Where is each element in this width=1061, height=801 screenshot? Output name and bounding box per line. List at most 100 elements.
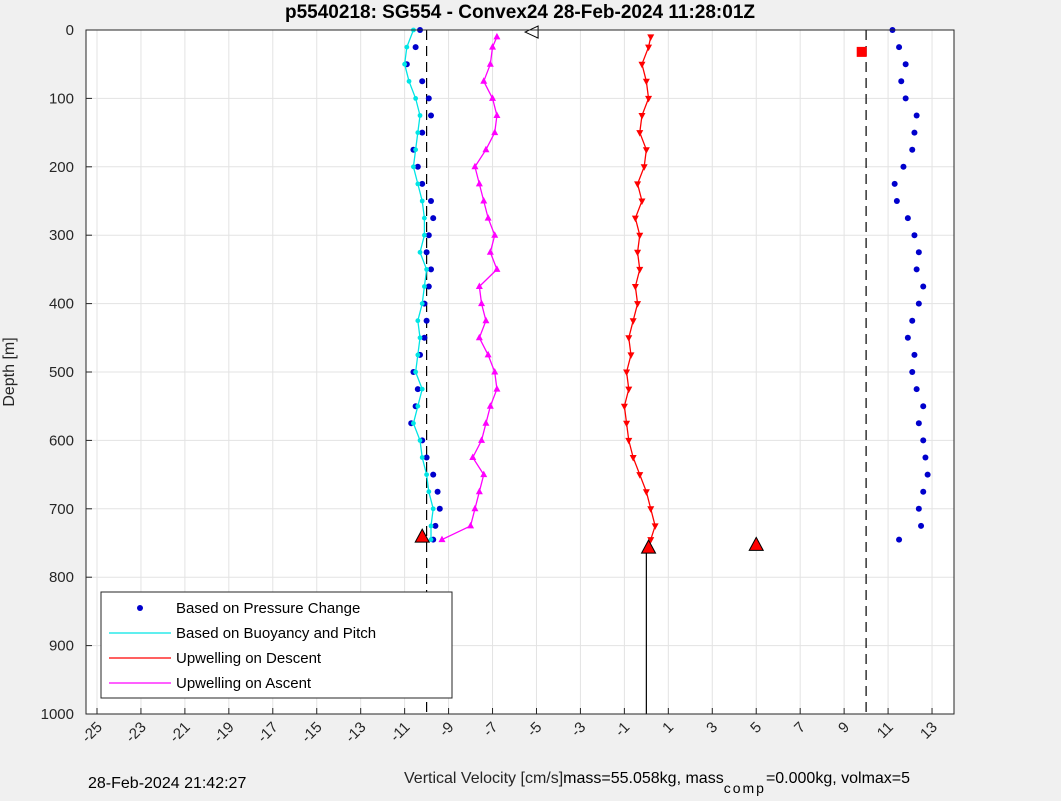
series-point — [412, 44, 419, 51]
series-point — [404, 44, 410, 50]
series-point — [493, 265, 501, 272]
series-point — [419, 129, 426, 136]
series-point — [428, 523, 434, 529]
series-point — [645, 44, 653, 52]
legend-entry: Based on Pressure Change — [176, 600, 360, 617]
series-point — [493, 111, 501, 118]
legend: Based on Pressure Change Based on Buoyanc… — [100, 591, 453, 699]
series-point — [911, 351, 918, 358]
series-point — [486, 60, 494, 67]
series-point — [482, 145, 490, 153]
y-tick-label: 700 — [49, 501, 74, 518]
series-point — [493, 32, 501, 40]
series-point — [425, 283, 432, 290]
series-point — [896, 536, 903, 543]
series-point — [629, 318, 637, 325]
series-point — [642, 489, 650, 496]
series-point — [896, 44, 903, 51]
series-point — [909, 369, 916, 375]
series-point — [625, 437, 633, 445]
series-point — [436, 505, 443, 512]
series-point — [491, 128, 499, 136]
series-point — [904, 334, 911, 341]
series-point — [651, 523, 659, 530]
series-point — [631, 284, 639, 291]
series-point — [482, 316, 490, 324]
series-point — [915, 249, 922, 256]
legend-entry: Upwelling on Ascent — [176, 675, 312, 692]
series-point — [634, 301, 642, 308]
series-point — [430, 215, 437, 222]
x-tick-label: -21 — [166, 719, 193, 746]
series-point — [475, 333, 483, 341]
series-point — [920, 437, 927, 444]
series-point — [647, 537, 655, 544]
series-point — [484, 350, 492, 358]
series-point — [480, 77, 488, 84]
y-tick-label: 300 — [49, 227, 74, 244]
series-point — [915, 420, 922, 427]
x-tick-label: 13 — [917, 719, 941, 743]
series-point — [414, 386, 421, 393]
series-point — [402, 61, 408, 67]
series-point — [911, 129, 918, 136]
series-point — [647, 34, 655, 41]
grid — [86, 29, 954, 715]
series-point — [631, 215, 639, 223]
series-point — [909, 146, 916, 153]
series-point — [629, 455, 637, 462]
series-point — [636, 232, 644, 240]
series-point — [417, 438, 423, 443]
legend-entry: Upwelling on Descent — [176, 650, 322, 667]
series-point — [636, 130, 644, 137]
series-point — [475, 179, 483, 187]
series-point — [419, 301, 425, 306]
series-point — [406, 78, 412, 84]
series-point — [493, 385, 501, 392]
series-point — [891, 180, 898, 187]
series-point — [625, 335, 633, 342]
series-point — [638, 198, 646, 205]
x-tick-label: -9 — [436, 719, 457, 740]
x-tick-label: -3 — [568, 719, 589, 740]
series-point — [489, 94, 497, 101]
marker — [856, 46, 867, 57]
series-point — [467, 521, 475, 529]
series-point — [915, 505, 922, 512]
series-point — [421, 334, 428, 341]
series-point — [417, 113, 423, 118]
footer-timestamp: 28-Feb-2024 21:42:27 — [88, 775, 247, 792]
x-tick-label: -5 — [524, 719, 545, 740]
series-point — [432, 522, 439, 529]
series-point — [430, 471, 437, 478]
series-point — [623, 369, 631, 376]
series-point — [480, 470, 488, 478]
series-point — [411, 420, 416, 426]
series-point — [478, 299, 486, 307]
series-point — [482, 419, 490, 426]
series-point — [422, 215, 427, 221]
series-point — [413, 369, 419, 375]
x-tick-label: -13 — [342, 719, 369, 746]
series-point — [471, 504, 479, 512]
marker — [414, 528, 431, 543]
x-tick-label: -19 — [210, 719, 237, 746]
series-point — [430, 506, 436, 512]
series-point — [425, 95, 432, 102]
series-point — [484, 214, 492, 221]
series-point — [417, 335, 423, 341]
series-point — [415, 181, 421, 187]
series-point — [486, 402, 494, 409]
series-point — [625, 386, 633, 394]
series-point — [645, 95, 653, 103]
series-point — [415, 403, 421, 409]
x-tick-label: 7 — [791, 719, 809, 737]
legend-entry: Based on Buoyancy and Pitch — [176, 625, 376, 642]
x-tick-label: -1 — [612, 719, 633, 740]
series-point — [419, 198, 425, 204]
series-point — [491, 368, 499, 375]
y-tick-label: 600 — [49, 432, 74, 449]
series-point — [475, 487, 483, 495]
series-group — [402, 27, 931, 544]
